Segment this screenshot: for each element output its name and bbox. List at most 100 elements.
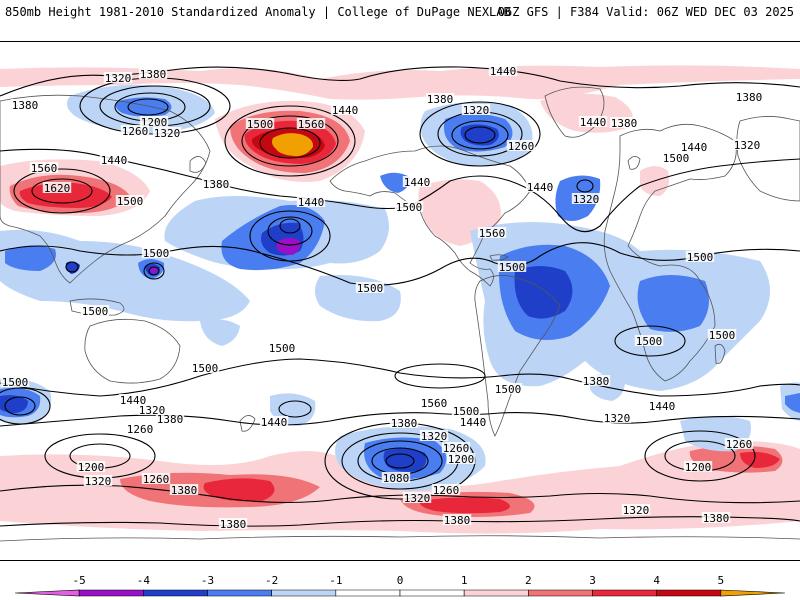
contour-label-bg — [169, 484, 199, 495]
contour-label: 1200 — [78, 461, 105, 474]
contour-label-bg — [10, 99, 40, 110]
colorbar-segment — [14, 589, 80, 597]
contour-label: 1380 — [140, 68, 167, 81]
contour — [267, 216, 313, 246]
contour-label-bg — [80, 305, 110, 316]
contour-label-bg — [155, 413, 185, 424]
contour-label-bg — [83, 475, 113, 486]
contour — [127, 98, 169, 116]
contour-label-bg — [330, 104, 360, 115]
contour-label: 1620 — [44, 182, 71, 195]
contour — [385, 453, 415, 469]
contour-label-bg — [493, 383, 523, 394]
contour-label-bg — [355, 282, 385, 293]
shade-neg2 — [5, 245, 56, 271]
contour-label-bg — [506, 140, 536, 151]
contour — [4, 396, 36, 416]
contour-label: 1440 — [404, 176, 431, 189]
height-contours — [0, 66, 800, 527]
contour-label-bg — [441, 442, 471, 453]
contour-label-bg — [125, 423, 155, 434]
contour — [143, 262, 165, 280]
contour-label: 1320 — [463, 104, 490, 117]
contour-label-bg — [42, 182, 72, 193]
contour-label-bg — [431, 484, 461, 495]
contour-label: 1320 — [623, 504, 650, 517]
contour-label-bg — [141, 473, 171, 484]
contour-label: 1380 — [391, 417, 418, 430]
coast-antarctica — [0, 535, 800, 542]
contour — [576, 179, 594, 193]
contour-label: 1320 — [404, 492, 431, 505]
contour-label: 1440 — [527, 181, 554, 194]
contour-label-bg — [461, 104, 491, 115]
contour-label: 1440 — [332, 104, 359, 117]
coast-japan — [189, 156, 207, 173]
contour-label-bg — [578, 116, 608, 127]
contour-label-bg — [734, 91, 764, 102]
shade-neg3 — [0, 395, 28, 413]
contour-label: 1500 — [357, 282, 384, 295]
colorbar-segment — [592, 589, 657, 597]
contour — [31, 178, 93, 204]
contour-label: 1500 — [247, 118, 274, 131]
contour-label: 1380 — [736, 91, 763, 104]
contour — [0, 412, 800, 427]
contour-label-bg — [701, 512, 731, 523]
anomaly-shading — [0, 65, 800, 534]
contour-label: 1440 — [490, 65, 517, 78]
contour-label: 1500 — [2, 376, 29, 389]
shade-neg2 — [637, 275, 709, 332]
contour-label-bg — [609, 117, 639, 128]
contour-label-bg — [419, 397, 449, 408]
shade-pos3 — [419, 497, 510, 514]
contour-label: 1260 — [443, 442, 470, 455]
contour-labels: 1380 1320 1380 1200 1260 1320 1440 1500 1560 1440… — [0, 65, 764, 531]
colorbar-tick-label: 3 — [589, 574, 596, 587]
contour-label-bg — [99, 154, 129, 165]
contour-label-bg — [634, 335, 664, 346]
shade-neg4 — [149, 266, 158, 274]
colorbar-tick-label: -2 — [265, 574, 278, 587]
contour-label: 1380 — [703, 512, 730, 525]
contour-label-bg — [402, 492, 432, 503]
contour-label: 1560 — [31, 162, 58, 175]
colorbar-segment — [271, 589, 337, 597]
colorbar-segment — [463, 589, 529, 597]
contour-label: 1500 — [396, 201, 423, 214]
contour-label: 1500 — [192, 362, 219, 375]
contour-label-bg — [115, 195, 145, 206]
contour-label-bg — [683, 461, 713, 472]
coast-caribbean — [489, 254, 509, 261]
contour-label-bg — [451, 405, 481, 416]
shade-pos3 — [740, 451, 780, 468]
coast-south-america — [474, 275, 561, 437]
contour-label: 1500 — [117, 195, 144, 208]
map-panel[interactable]: 1380 1320 1380 1200 1260 1320 1440 1500 1560 1440… — [0, 41, 800, 561]
colorbar-segment — [528, 589, 593, 597]
contour-label: 1560 — [298, 118, 325, 131]
contour-label: 1440 — [681, 141, 708, 154]
contour-label-bg — [621, 504, 651, 515]
contour-label: 1320 — [573, 193, 600, 206]
contour — [464, 126, 496, 144]
shade-neg4 — [276, 238, 301, 255]
contour-label-bg — [446, 453, 476, 464]
shade-neg3 — [460, 124, 499, 146]
contour-label-bg — [724, 438, 754, 449]
shade-pos1 — [0, 65, 800, 100]
contour-label-bg — [118, 394, 148, 405]
contour — [65, 261, 79, 273]
map-canvas[interactable]: 1380 1320 1380 1200 1260 1320 1440 1500 1560 1440… — [0, 42, 800, 560]
contour — [451, 120, 509, 150]
coast-australia — [84, 318, 181, 384]
colorbar-tick-label: -4 — [137, 574, 151, 587]
colorbar-segment — [720, 589, 786, 597]
contour-label: 1380 — [12, 99, 39, 112]
contour-label: 1320 — [105, 72, 132, 85]
contour-label: 1500 — [636, 335, 663, 348]
shade-pos3 — [203, 478, 275, 502]
shade-neg2 — [785, 393, 800, 413]
contour-label-bg — [419, 430, 449, 441]
coast-nz — [239, 415, 256, 432]
